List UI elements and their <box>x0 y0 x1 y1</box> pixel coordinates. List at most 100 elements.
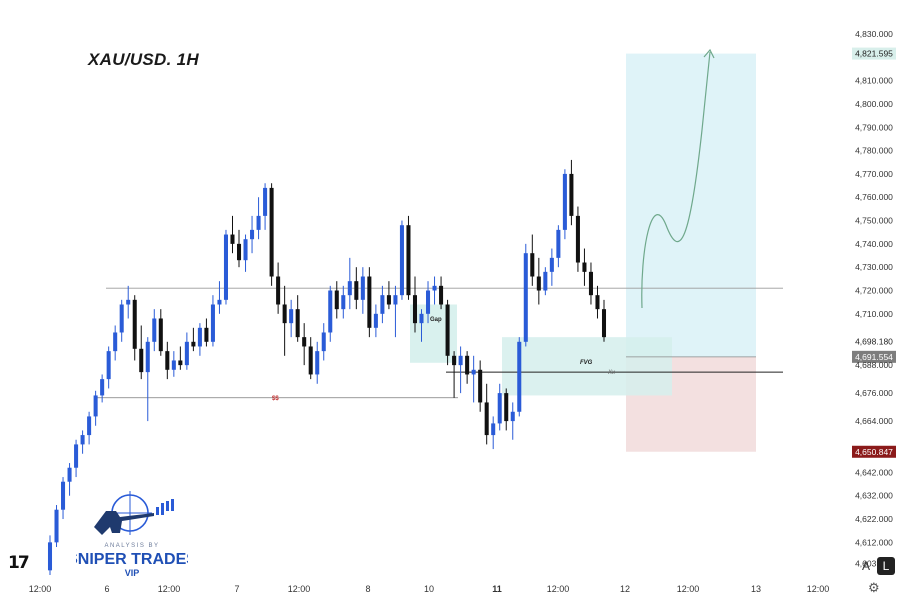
candle[interactable] <box>106 346 111 389</box>
candle[interactable] <box>145 337 150 422</box>
candle[interactable] <box>543 267 548 296</box>
candle[interactable] <box>367 267 372 338</box>
candle[interactable] <box>426 281 431 324</box>
candle[interactable] <box>406 215 411 300</box>
candle[interactable] <box>276 262 281 314</box>
candle[interactable] <box>132 295 137 361</box>
candle[interactable] <box>334 281 339 319</box>
candle[interactable] <box>152 309 157 352</box>
candle[interactable] <box>588 262 593 305</box>
candle[interactable] <box>562 169 567 240</box>
candle[interactable] <box>393 285 398 338</box>
candle[interactable] <box>373 304 378 338</box>
xx-label: Xx <box>607 370 616 376</box>
candle[interactable] <box>289 299 294 338</box>
candle[interactable] <box>165 341 170 380</box>
fvg-zone[interactable] <box>502 337 672 396</box>
candle[interactable] <box>471 355 476 403</box>
price-tag-stop[interactable] <box>852 445 896 458</box>
candle[interactable] <box>341 285 346 319</box>
projection-arrow[interactable] <box>641 51 711 309</box>
candle[interactable] <box>295 295 300 342</box>
candle[interactable] <box>497 383 502 431</box>
candle[interactable] <box>458 346 463 394</box>
candle[interactable] <box>80 430 85 454</box>
candle[interactable] <box>595 285 600 319</box>
candle[interactable] <box>87 411 92 445</box>
candle[interactable] <box>302 323 307 366</box>
candle[interactable] <box>582 248 587 286</box>
candle[interactable] <box>204 318 209 347</box>
candle[interactable] <box>536 257 541 305</box>
target-zone[interactable] <box>626 53 756 357</box>
candle[interactable] <box>74 439 79 478</box>
candle[interactable] <box>530 234 535 286</box>
gap-zone[interactable] <box>410 304 457 363</box>
candle[interactable] <box>263 183 268 230</box>
candle[interactable] <box>328 285 333 342</box>
candle[interactable] <box>523 243 528 347</box>
candle[interactable] <box>354 267 359 310</box>
candle[interactable] <box>575 206 580 272</box>
candle[interactable] <box>139 325 144 380</box>
candle[interactable] <box>569 159 574 226</box>
price-tag-level[interactable] <box>852 335 896 348</box>
candle[interactable] <box>230 215 235 254</box>
candle[interactable] <box>478 360 483 412</box>
price-tag-entry[interactable] <box>852 350 896 363</box>
price-tag-target[interactable] <box>852 47 896 60</box>
candle[interactable] <box>380 285 385 324</box>
candle[interactable] <box>61 477 66 520</box>
candle[interactable] <box>243 234 248 272</box>
candle[interactable] <box>360 267 365 314</box>
candle[interactable] <box>399 220 404 300</box>
candle[interactable] <box>171 351 176 377</box>
candle[interactable] <box>158 309 163 356</box>
candle[interactable] <box>556 225 561 268</box>
candle[interactable] <box>347 257 352 310</box>
candle[interactable] <box>184 332 189 370</box>
candle[interactable] <box>452 351 457 398</box>
candle[interactable] <box>210 295 215 347</box>
candle[interactable] <box>197 323 202 356</box>
candle[interactable] <box>54 505 59 548</box>
candle[interactable] <box>315 341 320 384</box>
candle[interactable] <box>269 183 274 286</box>
candle[interactable] <box>484 383 489 445</box>
x-tick-label: 12:00 <box>547 584 570 594</box>
candle[interactable] <box>308 337 313 380</box>
candle[interactable] <box>517 337 522 417</box>
candle[interactable] <box>223 229 228 305</box>
candle[interactable] <box>191 327 196 352</box>
candle[interactable] <box>93 390 98 426</box>
candle[interactable] <box>236 229 242 268</box>
candle[interactable] <box>412 276 418 333</box>
candle[interactable] <box>113 325 118 361</box>
candle[interactable] <box>67 463 72 496</box>
candle[interactable] <box>217 281 222 314</box>
candle[interactable] <box>47 535 53 575</box>
log-scale-button[interactable]: L <box>877 557 895 575</box>
candle[interactable] <box>510 402 515 440</box>
candle[interactable] <box>250 215 255 254</box>
auto-scale-button[interactable]: A <box>861 559 870 573</box>
candle[interactable] <box>504 388 509 431</box>
candle[interactable] <box>491 416 496 450</box>
candle[interactable] <box>549 248 554 286</box>
candle[interactable] <box>119 299 124 342</box>
candle[interactable] <box>601 299 607 342</box>
candle[interactable] <box>178 346 183 370</box>
candle[interactable] <box>419 309 424 342</box>
candle[interactable] <box>100 374 105 403</box>
candle[interactable] <box>445 299 450 366</box>
candle[interactable] <box>321 323 326 361</box>
candle[interactable] <box>432 276 437 305</box>
candle[interactable] <box>439 276 444 310</box>
candle[interactable] <box>386 281 391 310</box>
candle[interactable] <box>256 197 261 240</box>
settings-gear-icon[interactable]: ⚙ <box>868 580 880 595</box>
candle[interactable] <box>282 285 287 356</box>
candle[interactable] <box>126 285 131 319</box>
candle[interactable] <box>465 351 470 384</box>
